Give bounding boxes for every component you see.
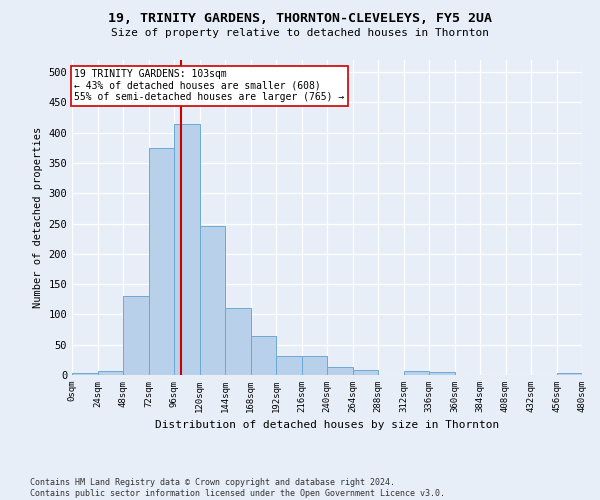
Bar (327, 366, 353, 375)
Bar (72, 372, 97, 375)
Bar (149, 148, 174, 375)
Bar (174, 124, 199, 375)
Text: Contains HM Land Registry data © Crown copyright and database right 2024.
Contai: Contains HM Land Registry data © Crown c… (30, 478, 445, 498)
Bar (557, 373, 582, 375)
Bar (404, 372, 429, 375)
X-axis label: Distribution of detached houses by size in Thornton: Distribution of detached houses by size … (155, 420, 499, 430)
Bar (302, 356, 327, 375)
Text: Size of property relative to detached houses in Thornton: Size of property relative to detached ho… (111, 28, 489, 38)
Y-axis label: Number of detached properties: Number of detached properties (33, 127, 43, 308)
Bar (97, 372, 123, 375)
Text: 19, TRINITY GARDENS, THORNTON-CLEVELEYS, FY5 2UA: 19, TRINITY GARDENS, THORNTON-CLEVELEYS,… (108, 12, 492, 26)
Bar (429, 372, 455, 375)
Bar (225, 308, 251, 375)
Bar (276, 356, 302, 375)
Bar (251, 336, 276, 375)
Bar (199, 226, 225, 375)
Bar (353, 370, 378, 375)
Text: 19 TRINITY GARDENS: 103sqm
← 43% of detached houses are smaller (608)
55% of sem: 19 TRINITY GARDENS: 103sqm ← 43% of deta… (74, 69, 344, 102)
Bar (123, 296, 149, 375)
